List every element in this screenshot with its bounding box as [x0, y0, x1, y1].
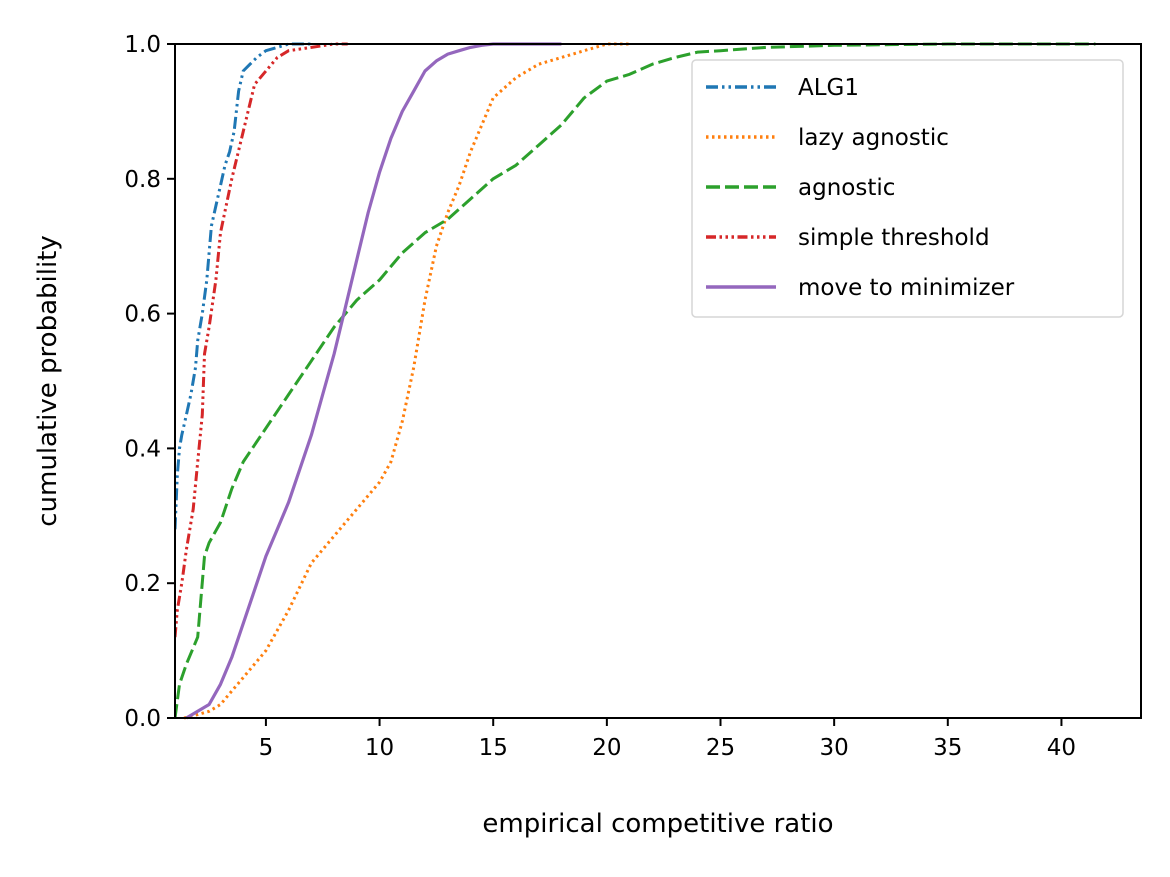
- x-tick-label: 35: [933, 735, 962, 761]
- y-tick-label: 0.8: [124, 167, 161, 193]
- series-line-alg1: [175, 42, 312, 530]
- legend-box: [691, 59, 1124, 318]
- x-tick-label: 25: [706, 735, 735, 761]
- x-tick-label: 20: [592, 735, 621, 761]
- legend-label: lazy agnostic: [798, 125, 949, 151]
- x-tick-label: 40: [1047, 735, 1076, 761]
- x-tick-label: 15: [479, 735, 508, 761]
- legend-label: ALG1: [798, 75, 859, 101]
- series-layer: [175, 42, 1096, 720]
- series-line-simple-threshold: [175, 42, 348, 638]
- x-axis: 5 10 15 20 25 30 35 40: [259, 718, 1076, 761]
- y-axis: 0.0 0.2 0.4 0.6 0.8 1.0: [124, 32, 175, 732]
- x-tick-label: 30: [820, 735, 849, 761]
- legend-label: agnostic: [798, 175, 895, 201]
- legend-label: move to minimizer: [798, 275, 1015, 301]
- x-tick-label: 10: [365, 735, 394, 761]
- y-tick-label: 1.0: [124, 32, 161, 58]
- y-tick-label: 0.4: [124, 436, 161, 462]
- x-tick-label: 5: [259, 735, 274, 761]
- legend-label: simple threshold: [798, 225, 990, 251]
- legend: ALG1 lazy agnostic agnostic simple threshol…: [691, 59, 1124, 318]
- x-axis-label: empirical competitive ratio: [482, 809, 833, 839]
- plot-frame: [174, 43, 1142, 719]
- y-tick-label: 0.2: [124, 571, 161, 597]
- series-line-agnostic: [175, 42, 1096, 719]
- y-tick-label: 0.0: [124, 706, 161, 732]
- series-line-move-to-minimizer: [185, 42, 562, 720]
- y-axis-label: cumulative probability: [33, 235, 63, 527]
- y-tick-label: 0.6: [124, 302, 161, 328]
- series-line-lazy-agnostic: [183, 42, 630, 720]
